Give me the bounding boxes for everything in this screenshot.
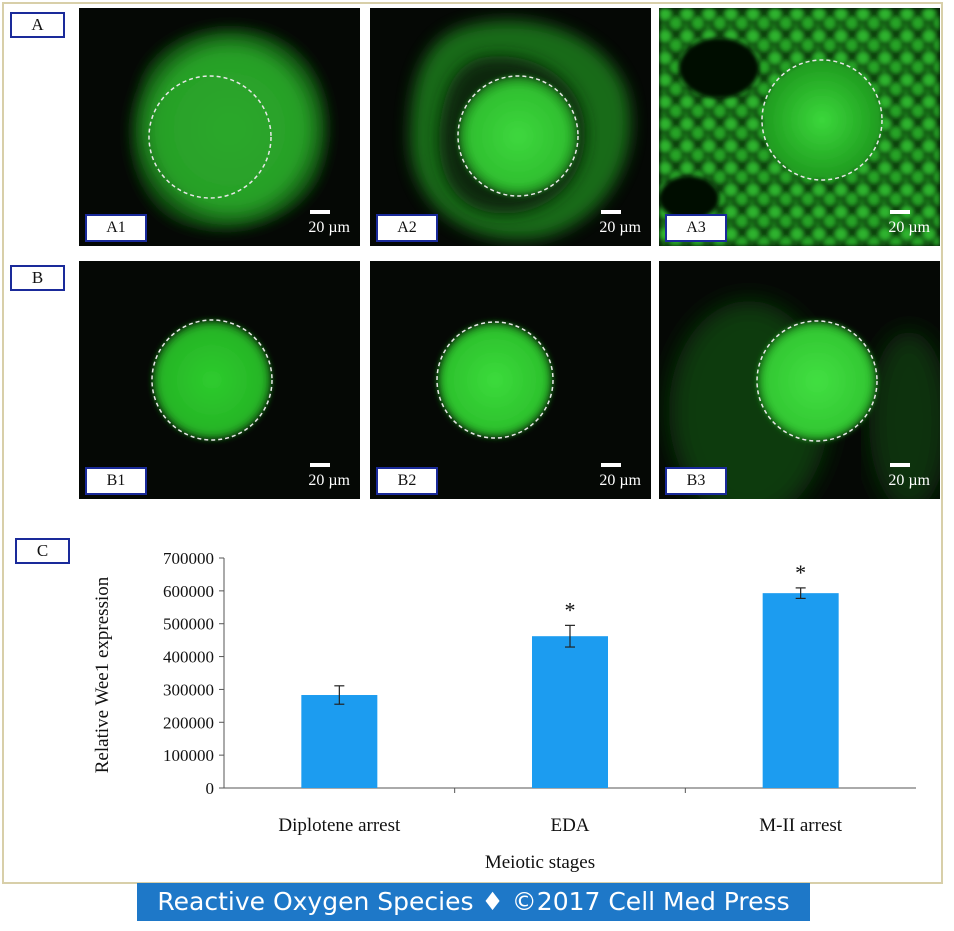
- scale-text-a3: 20 µm: [888, 219, 930, 236]
- scale-text-b1: 20 µm: [308, 472, 350, 489]
- micrograph-b1: B1 20 µm: [79, 261, 360, 499]
- panel-label-a1: A1: [85, 214, 147, 242]
- scale-text-a2: 20 µm: [599, 219, 641, 236]
- x-tick-label: EDA: [550, 815, 589, 836]
- y-tick-label: 300000: [163, 680, 214, 699]
- scale-bar-b1: [310, 463, 330, 467]
- x-tick-label: Diplotene arrest: [278, 815, 401, 836]
- micrograph-a3: A3 20 µm: [659, 8, 940, 246]
- scale-bar-a2: [601, 210, 621, 214]
- y-tick-label: 0: [206, 779, 215, 798]
- micrograph-b1-image: [151, 319, 273, 441]
- significance-marker: *: [795, 560, 806, 585]
- scale-bar-a1: [310, 210, 330, 214]
- scale-text-a1: 20 µm: [308, 219, 350, 236]
- section-label-c: C: [15, 538, 70, 564]
- micrograph-a2-image: [410, 20, 631, 240]
- bar-eda: [532, 636, 608, 788]
- y-tick-label: 500000: [163, 615, 214, 634]
- micrograph-b2-image: [436, 321, 554, 439]
- x-tick-label: M-II arrest: [759, 815, 843, 836]
- caption-banner: Reactive Oxygen Species ♦ ©2017 Cell Med…: [137, 883, 810, 921]
- panel-label-a3: A3: [665, 214, 727, 242]
- scale-bar-b2: [601, 463, 621, 467]
- micrograph-b2: B2 20 µm: [370, 261, 651, 499]
- micrograph-a2: A2 20 µm: [370, 8, 651, 246]
- micrograph-b3: B3 20 µm: [659, 261, 940, 499]
- section-label-a: A: [10, 12, 65, 38]
- bar-m-ii-arrest: [762, 593, 839, 788]
- section-label-b: B: [10, 265, 65, 291]
- y-tick-label: 200000: [163, 713, 214, 732]
- micrograph-a3-image: [659, 8, 940, 246]
- bar-diplotene-arrest: [301, 695, 378, 788]
- panel-label-b1: B1: [85, 467, 147, 495]
- y-tick-label: 700000: [163, 549, 214, 568]
- y-tick-label: 100000: [163, 746, 214, 765]
- wee1-bar-chart: 0 100000 200000 300000 400000 500000 600000 700…: [92, 549, 916, 873]
- panel-label-a2: A2: [376, 214, 438, 242]
- scale-bar-a3: [890, 210, 910, 214]
- scale-text-b3: 20 µm: [888, 472, 930, 489]
- micrograph-b3-image: [669, 301, 940, 499]
- y-tick-label: 600000: [163, 582, 214, 601]
- micrograph-a1-image: [130, 27, 329, 231]
- scale-text-b2: 20 µm: [599, 472, 641, 489]
- y-axis-title: Relative Wee1 expression: [92, 576, 113, 773]
- x-axis-title: Meiotic stages: [485, 852, 595, 873]
- y-tick-label: 400000: [163, 648, 214, 667]
- panel-label-b2: B2: [376, 467, 438, 495]
- micrograph-a1: A1 20 µm: [79, 8, 360, 246]
- significance-marker: *: [565, 597, 576, 622]
- panel-label-b3: B3: [665, 467, 727, 495]
- scale-bar-b3: [890, 463, 910, 467]
